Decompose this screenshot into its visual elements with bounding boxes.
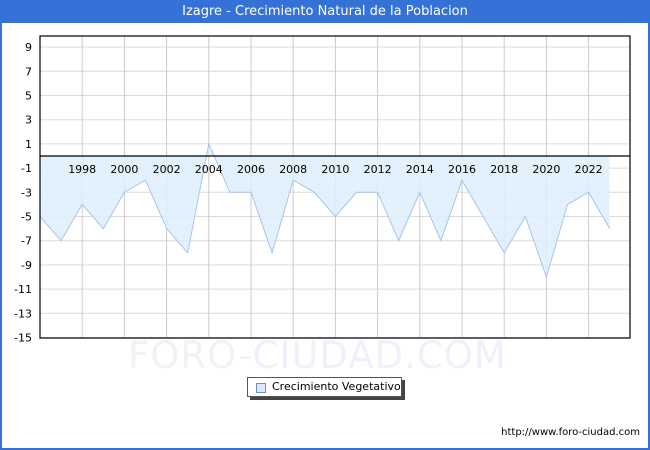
- y-tick-label: -15: [14, 332, 32, 345]
- y-tick-label: -5: [21, 211, 32, 224]
- legend: Crecimiento Vegetativo: [247, 377, 402, 397]
- x-tick-label: 2006: [237, 163, 265, 176]
- source-credit: http://www.foro-ciudad.com: [501, 427, 640, 438]
- y-tick-label: 5: [25, 90, 32, 103]
- plot-border: [39, 35, 631, 339]
- x-tick-label: 2016: [448, 163, 476, 176]
- x-tick-label: 2010: [321, 163, 349, 176]
- y-tick-label: -13: [14, 307, 32, 320]
- x-tick-label: 2014: [406, 163, 434, 176]
- x-tick-label: 2002: [153, 163, 181, 176]
- legend-swatch: [256, 383, 266, 393]
- area-fill: [40, 143, 610, 277]
- chart-title: Izagre - Crecimiento Natural de la Pobla…: [0, 0, 650, 23]
- y-tick-label: -11: [14, 283, 32, 296]
- y-tick-label: -7: [21, 235, 32, 248]
- x-tick-label: 2018: [490, 163, 518, 176]
- y-tick-label: 9: [25, 41, 32, 54]
- y-tick-label: -1: [21, 162, 32, 175]
- y-tick-label: -3: [21, 186, 32, 199]
- x-tick-label: 2004: [195, 163, 223, 176]
- y-tick-label: -9: [21, 259, 32, 272]
- legend-label: Crecimiento Vegetativo: [272, 380, 401, 393]
- y-tick-label: 7: [25, 65, 32, 78]
- x-tick-label: 1998: [68, 163, 96, 176]
- watermark: FORO-CIUDAD.COM: [128, 334, 507, 377]
- x-tick-label: 2012: [364, 163, 392, 176]
- x-tick-label: 2000: [110, 163, 138, 176]
- series-line: [39, 142, 611, 279]
- x-tick-label: 2020: [532, 163, 560, 176]
- x-tick-label: 2008: [279, 163, 307, 176]
- y-tick-label: 3: [25, 114, 32, 127]
- x-tick-label: 2022: [575, 163, 603, 176]
- y-tick-label: 1: [25, 138, 32, 151]
